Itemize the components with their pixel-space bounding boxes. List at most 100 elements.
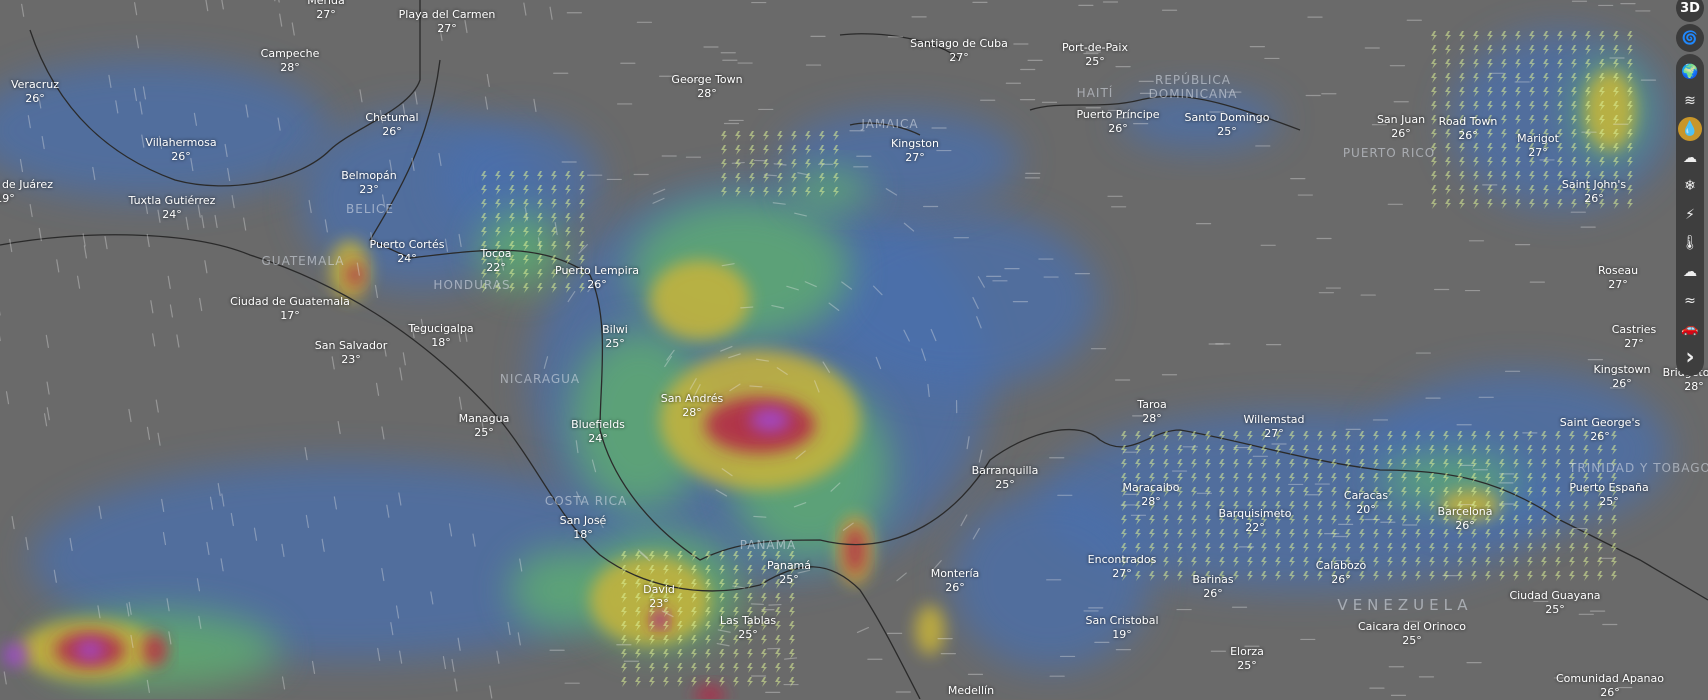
layer-button-temperature[interactable]: 🌡	[1678, 231, 1702, 255]
city-temperature: 26°	[1316, 573, 1366, 587]
wind-icon: ≋	[1684, 93, 1696, 109]
city-name: Willemstad	[1243, 413, 1304, 427]
city-name: Marigot	[1517, 132, 1559, 146]
country-label: REPÚBLICA DOMINICANA	[1138, 73, 1248, 101]
country-label: VENEZUELA	[1337, 598, 1472, 612]
city-temperature: 25°	[972, 478, 1039, 492]
city-label[interactable]: Medellín	[948, 684, 994, 698]
city-name: Comunidad Apanao	[1556, 672, 1664, 686]
thunderstorm-icon: ⚡	[1685, 207, 1695, 223]
city-name: Las Tablas	[720, 614, 776, 628]
city-name: Santiago de Cuba	[910, 37, 1008, 51]
city-temperature: 26°	[1594, 377, 1651, 391]
hurricane-icon: 🌀	[1682, 31, 1698, 46]
city-temperature: 25°	[767, 573, 811, 587]
layer-button-wind[interactable]: ≋	[1678, 89, 1702, 113]
city-temperature: 27°	[1088, 567, 1157, 581]
city-temperature: 27°	[1517, 146, 1559, 160]
layer-button-traffic[interactable]: 🚗	[1678, 317, 1702, 341]
city-temperature: 19°	[0, 192, 53, 206]
city-name: Managua	[459, 412, 510, 426]
country-label: NICARAGUA	[500, 372, 580, 386]
city-temperature: 26°	[1562, 192, 1626, 206]
layer-button-thunderstorm[interactable]: ⚡	[1678, 203, 1702, 227]
layer-button-rain-snow[interactable]: ☁	[1678, 146, 1702, 170]
city-temperature: 25°	[1509, 603, 1600, 617]
hurricane-tracker-button[interactable]: 🌀	[1676, 24, 1704, 52]
city-temperature: 18°	[560, 528, 607, 542]
city-name: Tuxtla Gutiérrez	[129, 194, 216, 208]
city-name: George Town	[671, 73, 742, 87]
city-name: Roseau	[1598, 264, 1638, 278]
city-temperature: 23°	[643, 597, 675, 611]
layer-button-globe[interactable]: 🌍	[1678, 60, 1702, 84]
country-label: TRINIDAD Y TOBAGO	[1569, 461, 1708, 475]
layer-button-waves[interactable]: ≈	[1678, 289, 1702, 313]
layer-button-snow[interactable]: ❄	[1678, 174, 1702, 198]
layer-button-rain[interactable]: 💧	[1678, 117, 1702, 141]
city-name: Saint John's	[1562, 178, 1626, 192]
layer-button-clouds[interactable]: ☁	[1678, 260, 1702, 284]
precip-area	[820, 210, 1100, 390]
city-label[interactable]: Oaxaca de Juárez19°	[0, 178, 53, 206]
city-name: Encontrados	[1088, 553, 1157, 567]
city-name: Veracruz	[11, 78, 59, 92]
city-name: Maracaibo	[1122, 481, 1179, 495]
layer-button-more[interactable]: ›	[1678, 346, 1702, 370]
